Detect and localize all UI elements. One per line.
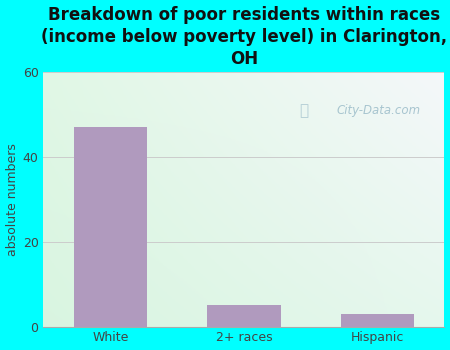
Bar	[207, 306, 281, 327]
Text: ⓘ: ⓘ	[300, 103, 309, 118]
Text: City-Data.com: City-Data.com	[336, 104, 420, 117]
Y-axis label: absolute numbers: absolute numbers	[5, 143, 18, 256]
Title: Breakdown of poor residents within races
(income below poverty level) in Claring: Breakdown of poor residents within races…	[41, 6, 447, 68]
Bar	[341, 314, 414, 327]
Bar	[73, 127, 147, 327]
